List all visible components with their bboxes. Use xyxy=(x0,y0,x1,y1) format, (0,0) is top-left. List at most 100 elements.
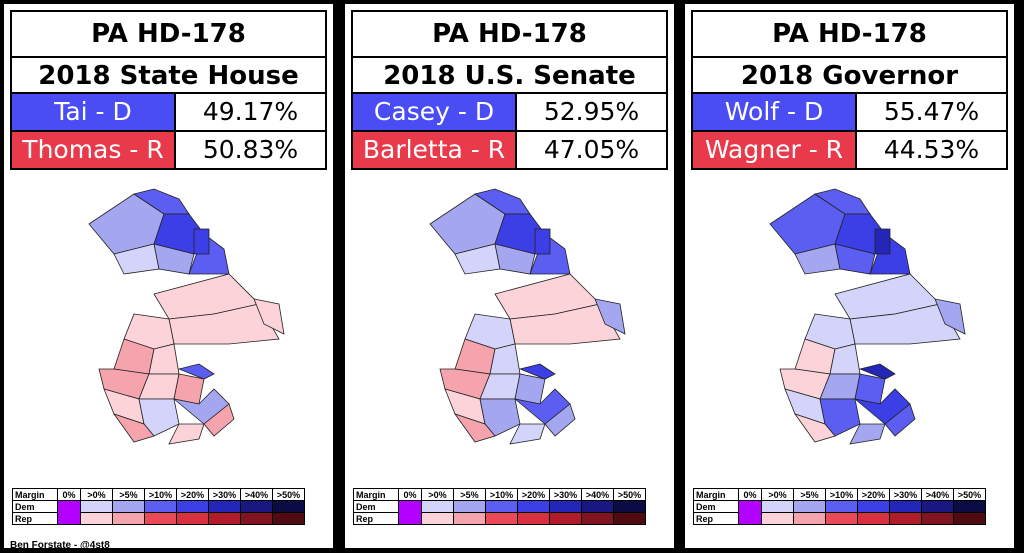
dem-swatch xyxy=(208,500,241,513)
bucket-label: 0% xyxy=(57,488,81,501)
rep-swatch xyxy=(453,512,486,525)
south-precinct xyxy=(177,363,215,380)
top-precinct xyxy=(874,228,891,255)
rep-result-row: Thomas - R 50.83% xyxy=(10,132,327,170)
title-box: PA HD-178 2018 U.S. Senate xyxy=(351,10,668,94)
bucket-label: >40% xyxy=(240,488,273,501)
margin-legend: Margin 0% >0% >5% >10% >20% >30% >40% >50% Dem Rep xyxy=(693,488,986,525)
rep-swatch xyxy=(485,512,518,525)
rep-swatch xyxy=(581,512,614,525)
rep-percent: 47.05% xyxy=(543,135,640,164)
bucket-label: >10% xyxy=(144,488,177,501)
bucket-label: 0% xyxy=(738,488,762,501)
south-precinct xyxy=(138,398,180,437)
dem-label: Dem xyxy=(353,500,399,513)
south-precinct xyxy=(203,403,235,437)
rep-swatch xyxy=(613,512,646,525)
district-title: PA HD-178 xyxy=(91,19,246,49)
race-title: 2018 State House xyxy=(12,56,325,96)
south-precinct xyxy=(173,388,230,425)
rep-percent: 44.53% xyxy=(883,135,980,164)
rep-swatch xyxy=(176,512,209,525)
rep-swatch xyxy=(517,512,550,525)
panel-state-house: PA HD-178 2018 State House Tai - D 49.17… xyxy=(4,4,333,551)
rep-candidate: Wagner - R xyxy=(693,132,857,168)
dem-swatch xyxy=(613,500,646,513)
dem-swatch xyxy=(761,500,794,513)
rep-swatch xyxy=(953,512,986,525)
dem-result-row: Wolf - D 55.47% xyxy=(691,94,1008,132)
precinct-map xyxy=(769,188,966,445)
top-precinct xyxy=(814,188,871,215)
dem-swatch xyxy=(421,500,454,513)
bucket-label: >10% xyxy=(485,488,518,501)
rep-swatch xyxy=(921,512,954,525)
dem-candidate: Casey - D xyxy=(353,94,517,130)
middle-precinct xyxy=(934,298,966,335)
dem-label: Dem xyxy=(12,500,58,513)
rep-swatch xyxy=(825,512,858,525)
panel-us-senate: PA HD-178 2018 U.S. Senate Casey - D 52.… xyxy=(345,4,674,548)
middle-precinct xyxy=(253,298,285,335)
south-precinct xyxy=(112,413,155,443)
dem-swatch xyxy=(517,500,550,513)
rep-swatch xyxy=(272,512,305,525)
title-box: PA HD-178 2018 Governor xyxy=(691,10,1008,94)
south-precinct xyxy=(819,398,861,437)
south-precinct xyxy=(518,363,556,380)
rep-swatch xyxy=(857,512,890,525)
south-precinct xyxy=(479,398,521,437)
tie-swatch xyxy=(57,500,81,525)
south-precinct xyxy=(849,423,886,445)
south-precinct xyxy=(544,403,576,437)
dem-swatch xyxy=(793,500,826,513)
south-precinct xyxy=(854,388,911,425)
author-credit: Ben Forstate - @4st8 xyxy=(10,540,110,551)
bucket-label: >40% xyxy=(581,488,614,501)
rep-candidate: Barletta - R xyxy=(353,132,517,168)
dem-swatch xyxy=(453,500,486,513)
rep-candidate: Thomas - R xyxy=(12,132,176,168)
dem-swatch xyxy=(144,500,177,513)
dem-swatch xyxy=(176,500,209,513)
dem-swatch xyxy=(485,500,518,513)
bucket-label: >50% xyxy=(272,488,305,501)
bucket-label: >5% xyxy=(112,488,145,501)
rep-swatch xyxy=(208,512,241,525)
dem-swatch xyxy=(549,500,582,513)
rep-percent: 50.83% xyxy=(202,135,299,164)
tie-swatch xyxy=(398,500,422,525)
rep-label: Rep xyxy=(693,512,739,525)
rep-label: Rep xyxy=(12,512,58,525)
dem-result-row: Tai - D 49.17% xyxy=(10,94,327,132)
south-precinct xyxy=(884,403,916,437)
margin-label: Margin xyxy=(353,488,399,501)
rep-swatch xyxy=(761,512,794,525)
south-precinct xyxy=(514,388,571,425)
dem-label: Dem xyxy=(693,500,739,513)
precinct-map xyxy=(88,188,285,445)
margin-label: Margin xyxy=(693,488,739,501)
bucket-label: >0% xyxy=(80,488,113,501)
district-title: PA HD-178 xyxy=(432,19,587,49)
rep-swatch xyxy=(144,512,177,525)
bucket-label: >30% xyxy=(549,488,582,501)
rep-swatch xyxy=(421,512,454,525)
bucket-label: 0% xyxy=(398,488,422,501)
dem-swatch xyxy=(240,500,273,513)
rep-result-row: Wagner - R 44.53% xyxy=(691,132,1008,170)
dem-percent: 55.47% xyxy=(883,97,980,126)
bucket-label: >0% xyxy=(761,488,794,501)
margin-legend: Margin 0% >0% >5% >10% >20% >30% >40% >50% Dem Rep xyxy=(12,488,305,525)
title-box: PA HD-178 2018 State House xyxy=(10,10,327,94)
rep-swatch xyxy=(80,512,113,525)
margin-label: Margin xyxy=(12,488,58,501)
bucket-label: >20% xyxy=(517,488,550,501)
dem-percent: 52.95% xyxy=(543,97,640,126)
bucket-label: >5% xyxy=(453,488,486,501)
bucket-label: >10% xyxy=(825,488,858,501)
bucket-label: >0% xyxy=(421,488,454,501)
bucket-label: >40% xyxy=(921,488,954,501)
bucket-label: >50% xyxy=(953,488,986,501)
precinct-map xyxy=(429,188,626,445)
